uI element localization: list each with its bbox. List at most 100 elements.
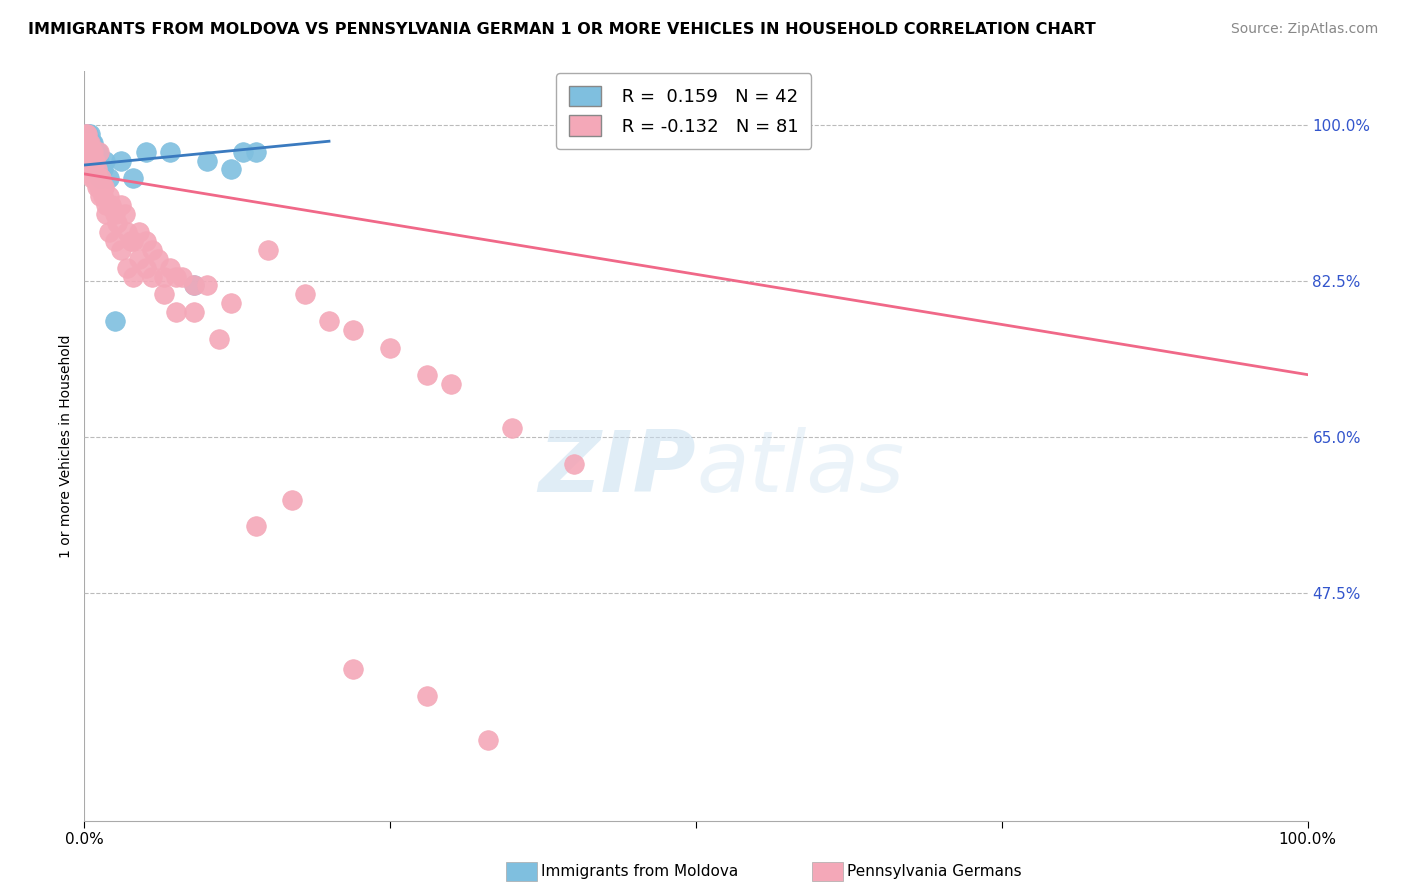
Point <box>77 145 100 159</box>
Text: Pennsylvania Germans: Pennsylvania Germans <box>846 864 1022 879</box>
Point <box>416 368 439 382</box>
Point <box>84 153 107 168</box>
Point <box>165 305 187 319</box>
Point <box>76 145 98 159</box>
Point <box>141 243 163 257</box>
Point <box>79 127 101 141</box>
Point <box>128 252 150 266</box>
Point <box>86 180 108 194</box>
Point <box>195 153 218 168</box>
Point <box>114 207 136 221</box>
Point <box>183 278 205 293</box>
Point <box>83 171 105 186</box>
Point <box>91 180 114 194</box>
Point <box>79 153 101 168</box>
Point <box>86 153 108 168</box>
Point <box>87 180 110 194</box>
Point <box>219 296 242 310</box>
Point <box>77 136 100 150</box>
Text: ZIP: ZIP <box>538 427 696 510</box>
Point <box>245 519 267 533</box>
Point <box>135 234 157 248</box>
Point <box>183 305 205 319</box>
Point <box>75 127 97 141</box>
Point <box>91 162 114 177</box>
Point <box>342 662 364 676</box>
Point <box>97 189 120 203</box>
Point <box>562 457 585 471</box>
Point <box>159 260 181 275</box>
Point <box>77 145 100 159</box>
Point <box>77 162 100 177</box>
Point <box>90 171 112 186</box>
Point <box>82 162 104 177</box>
Point <box>128 225 150 239</box>
Point <box>232 145 254 159</box>
Point <box>79 136 101 150</box>
Point <box>79 145 101 159</box>
Point <box>281 492 304 507</box>
Point <box>97 225 120 239</box>
Point <box>380 341 402 355</box>
Point <box>76 127 98 141</box>
Point <box>318 314 340 328</box>
Point <box>84 171 107 186</box>
Point <box>89 171 111 186</box>
Point <box>91 189 114 203</box>
Point <box>76 145 98 159</box>
Point <box>122 269 145 284</box>
Point <box>159 145 181 159</box>
Point <box>93 180 115 194</box>
Point <box>87 153 110 168</box>
Point <box>115 260 138 275</box>
Point <box>245 145 267 159</box>
Point <box>122 234 145 248</box>
Point <box>120 234 142 248</box>
Text: Immigrants from Moldova: Immigrants from Moldova <box>541 864 738 879</box>
Point <box>77 153 100 168</box>
Point <box>84 162 107 177</box>
Text: IMMIGRANTS FROM MOLDOVA VS PENNSYLVANIA GERMAN 1 OR MORE VEHICLES IN HOUSEHOLD C: IMMIGRANTS FROM MOLDOVA VS PENNSYLVANIA … <box>28 22 1095 37</box>
Point <box>83 145 105 159</box>
Point <box>135 145 157 159</box>
Point <box>77 153 100 168</box>
Point <box>75 127 97 141</box>
Point <box>342 323 364 337</box>
Point <box>257 243 280 257</box>
Point <box>135 260 157 275</box>
Point <box>77 145 100 159</box>
Point <box>94 153 117 168</box>
Point <box>110 198 132 212</box>
Point <box>96 207 118 221</box>
Point <box>80 153 103 168</box>
Point <box>80 171 103 186</box>
Point <box>416 689 439 703</box>
Point <box>153 269 176 284</box>
Point <box>75 136 97 150</box>
Point <box>83 153 105 168</box>
Point <box>183 278 205 293</box>
Point <box>89 189 111 203</box>
Point <box>76 136 98 150</box>
Point <box>80 145 103 159</box>
Point <box>83 153 105 168</box>
Point <box>100 198 122 212</box>
Point <box>82 162 104 177</box>
Point <box>86 162 108 177</box>
Point <box>84 145 107 159</box>
Point <box>172 269 194 284</box>
Text: Source: ZipAtlas.com: Source: ZipAtlas.com <box>1230 22 1378 37</box>
Point <box>105 216 128 230</box>
Point <box>97 171 120 186</box>
Point <box>153 287 176 301</box>
Y-axis label: 1 or more Vehicles in Household: 1 or more Vehicles in Household <box>59 334 73 558</box>
Point <box>146 252 169 266</box>
Point <box>77 136 100 150</box>
Point <box>77 153 100 168</box>
Point <box>104 314 127 328</box>
Point <box>294 287 316 301</box>
Point <box>115 225 138 239</box>
Point <box>79 145 101 159</box>
Point <box>104 234 127 248</box>
Point <box>77 145 100 159</box>
